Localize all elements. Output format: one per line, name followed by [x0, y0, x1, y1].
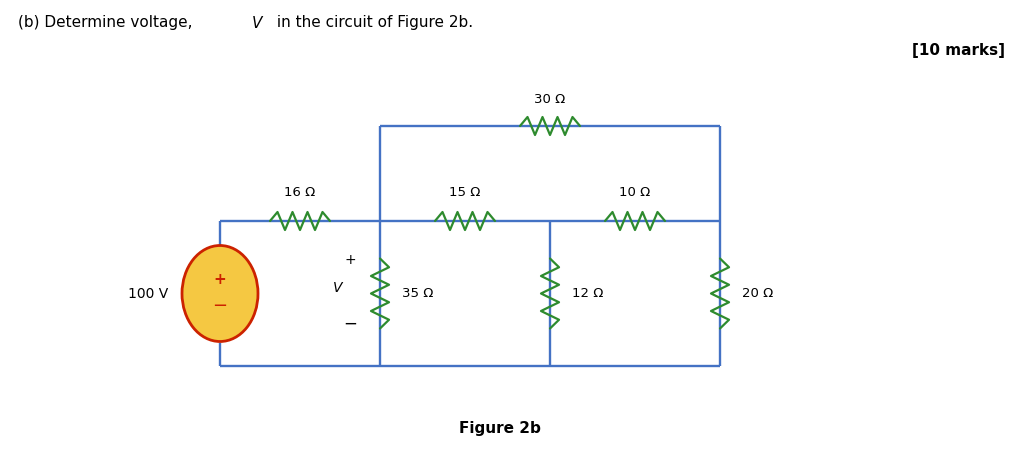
Text: V: V [333, 281, 343, 295]
Text: (b) Determine voltage,: (b) Determine voltage, [18, 15, 202, 31]
Text: −: − [343, 314, 357, 332]
Text: 100 V: 100 V [128, 286, 168, 300]
Text: −: − [212, 296, 228, 314]
Text: 10 Ω: 10 Ω [620, 186, 650, 199]
Text: Figure 2b: Figure 2b [459, 422, 541, 437]
Text: 20 Ω: 20 Ω [742, 287, 774, 300]
Text: in the circuit of Figure 2b.: in the circuit of Figure 2b. [272, 15, 473, 31]
Text: 12 Ω: 12 Ω [573, 287, 603, 300]
Text: 30 Ω: 30 Ω [535, 93, 565, 106]
Text: +: + [213, 272, 227, 287]
Text: [10 marks]: [10 marks] [912, 43, 1005, 59]
Text: 35 Ω: 35 Ω [402, 287, 433, 300]
Ellipse shape [182, 245, 258, 341]
Text: V: V [252, 15, 263, 31]
Text: 16 Ω: 16 Ω [284, 186, 316, 199]
Text: +: + [344, 253, 356, 267]
Text: 15 Ω: 15 Ω [449, 186, 481, 199]
